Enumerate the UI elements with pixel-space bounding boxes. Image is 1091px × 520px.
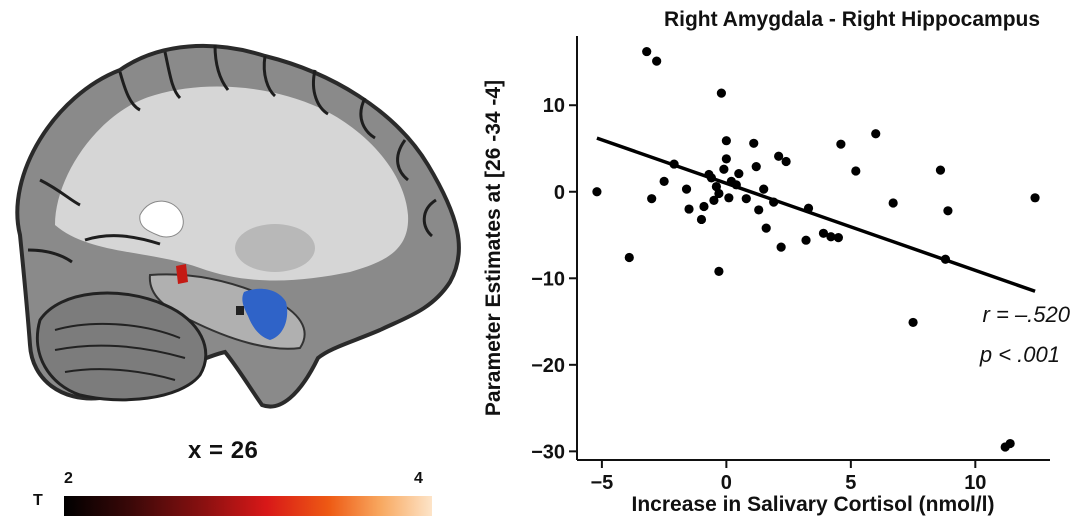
data-point <box>709 195 719 206</box>
y-tick-group: 10 0 −10 −20 −30 <box>531 95 577 463</box>
scatter-chart: Right Amygdala - Right Hippocampus −5 0 5 1… <box>482 8 1071 516</box>
dark-voxel <box>236 306 244 315</box>
data-point <box>871 129 881 139</box>
brain-sulci <box>27 44 437 264</box>
data-point <box>681 184 692 194</box>
thalamus-region <box>235 224 315 272</box>
x-tick-label: 5 <box>845 472 856 494</box>
lateral-ventricle <box>139 200 184 238</box>
data-point <box>714 188 724 199</box>
colorbar-title: T <box>33 492 43 509</box>
data-point <box>754 205 764 215</box>
data-point <box>774 151 784 161</box>
hippocampus-cluster <box>242 288 288 340</box>
data-point <box>818 228 829 238</box>
data-point <box>659 176 669 186</box>
x-tick-label: 0 <box>721 472 732 494</box>
data-point <box>647 194 657 204</box>
data-point <box>851 166 861 176</box>
data-point <box>724 193 734 203</box>
data-point <box>716 88 726 98</box>
cerebellum-folia <box>54 322 186 381</box>
data-point <box>696 214 707 225</box>
y-tick-label: −20 <box>531 355 565 377</box>
x-axis-label: Increase in Salivary Cortisol (nmol/l) <box>632 493 995 516</box>
data-point <box>592 187 602 197</box>
data-point <box>801 235 811 245</box>
data-point <box>761 223 771 233</box>
data-point <box>833 233 843 243</box>
data-point <box>734 168 744 179</box>
data-point <box>731 180 741 190</box>
colorbar-max-label: 4 <box>414 470 423 487</box>
data-point <box>781 156 791 167</box>
data-point <box>940 254 951 264</box>
data-point <box>943 206 953 216</box>
data-point <box>741 194 751 204</box>
data-point <box>776 242 786 252</box>
data-point <box>721 136 731 146</box>
regression-line <box>596 136 1036 293</box>
data-point <box>836 139 846 149</box>
brain-white-matter <box>55 86 409 281</box>
sagittal-brain-image <box>15 43 461 409</box>
data-point <box>624 252 634 263</box>
data-point <box>642 46 652 57</box>
data-point <box>769 197 779 207</box>
t-value-colorbar <box>64 496 432 516</box>
data-point <box>751 162 761 172</box>
y-tick-label: 10 <box>543 95 565 117</box>
data-point <box>719 164 729 174</box>
data-point <box>684 204 694 214</box>
x-tick-label: −5 <box>590 472 613 494</box>
data-point <box>908 317 918 328</box>
data-point <box>803 203 814 213</box>
y-tick-label: 0 <box>554 182 565 204</box>
data-point <box>1005 438 1015 449</box>
data-point <box>935 165 946 175</box>
data-point <box>699 201 709 212</box>
correlation-r-annotation: r = –.520 <box>983 302 1071 327</box>
data-point <box>759 184 769 194</box>
x-tick-group: −5 0 5 10 <box>590 460 986 494</box>
plot-area <box>592 46 1040 452</box>
data-point <box>652 56 662 66</box>
data-point <box>749 138 759 148</box>
y-tick-label: −10 <box>531 268 565 290</box>
chart-title: Right Amygdala - Right Hippocampus <box>664 8 1040 31</box>
data-point <box>706 173 717 183</box>
data-point <box>669 159 679 169</box>
amygdala-seed-cluster <box>176 264 188 284</box>
x-tick-label: 10 <box>964 472 986 494</box>
data-point <box>888 198 898 208</box>
colorbar-min-label: 2 <box>64 470 73 487</box>
p-value-annotation: p < .001 <box>979 342 1060 367</box>
slice-coordinate-label: x = 26 <box>188 437 259 464</box>
data-point <box>826 232 836 242</box>
y-tick-label: −30 <box>531 441 565 463</box>
y-axis-label: Parameter Estimates at [26 -34 -4] <box>482 80 505 416</box>
data-point <box>714 266 724 276</box>
data-point <box>721 154 731 164</box>
brain-slice-panel: x = 26 2 4 T <box>0 0 470 520</box>
data-point <box>1030 193 1040 203</box>
data-point <box>711 181 722 192</box>
